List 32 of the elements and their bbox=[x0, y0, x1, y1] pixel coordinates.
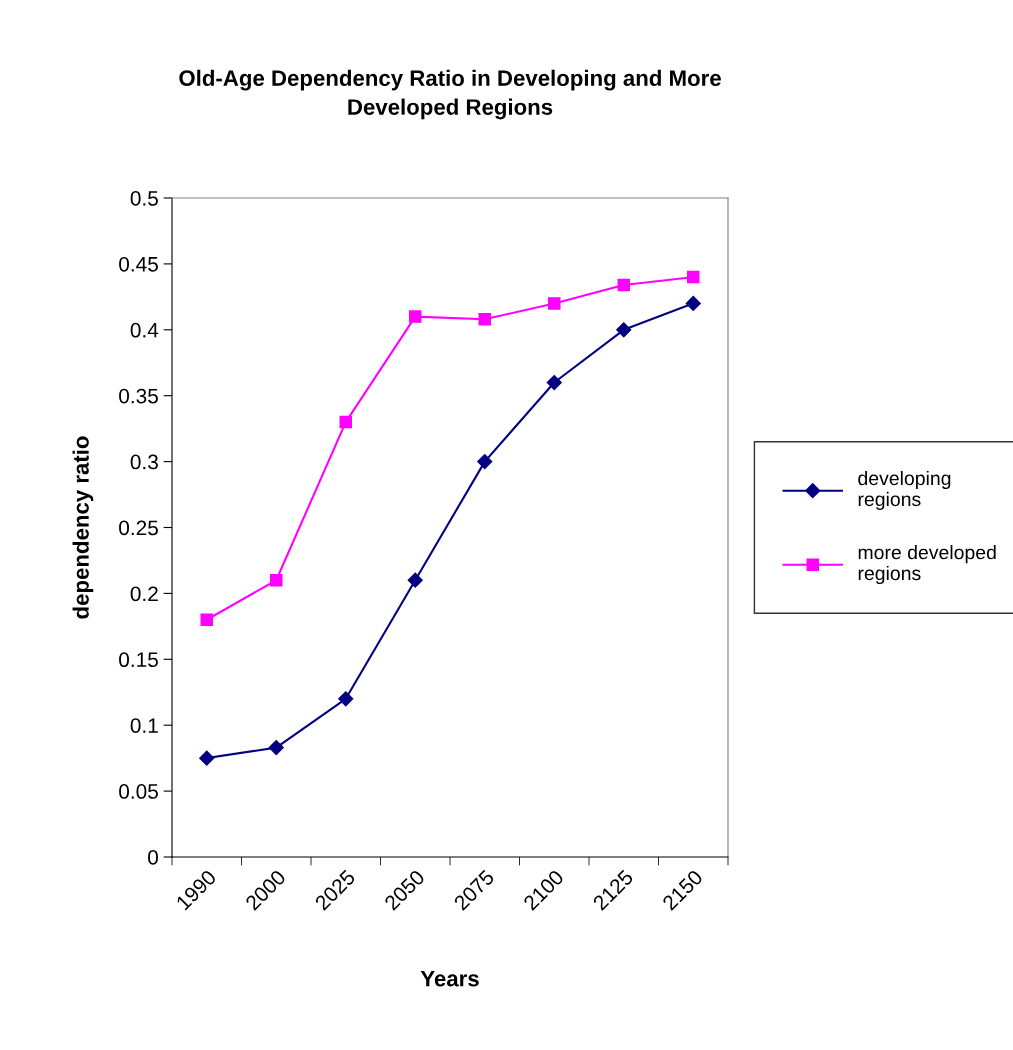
point bbox=[546, 374, 562, 391]
y-tick-label: 0.05 bbox=[119, 784, 158, 799]
point bbox=[616, 322, 632, 338]
point bbox=[547, 297, 561, 310]
y-tick-label: 0.25 bbox=[119, 520, 158, 536]
point bbox=[407, 572, 423, 588]
point bbox=[339, 415, 353, 429]
y-tick-label: 0.45 bbox=[119, 256, 158, 272]
y-tick-label: 0.5 bbox=[130, 191, 158, 206]
y-tick-label: 0.15 bbox=[119, 652, 158, 668]
y-tick-label: 0 bbox=[148, 850, 158, 865]
y-tick-label: 0.2 bbox=[130, 586, 158, 602]
point bbox=[617, 278, 631, 292]
y-axis-title: dependency ratio bbox=[72, 436, 94, 619]
chart-title: Old-Age Dependency Ratio in Developing and More Developed Regions bbox=[179, 69, 721, 120]
legend-label: developing regions bbox=[858, 470, 951, 510]
point bbox=[200, 613, 214, 627]
point bbox=[478, 313, 492, 326]
point bbox=[199, 750, 215, 766]
y-tick-label: 0.4 bbox=[130, 322, 159, 338]
point bbox=[268, 740, 284, 756]
point bbox=[685, 295, 701, 312]
legend-label: more developed regions bbox=[858, 545, 996, 585]
x-axis-title: Years bbox=[420, 970, 479, 987]
point bbox=[338, 691, 354, 707]
point bbox=[269, 573, 283, 587]
y-tick-label: 0.1 bbox=[130, 718, 158, 733]
y-tick-label: 0.3 bbox=[130, 454, 158, 470]
point bbox=[477, 454, 493, 470]
y-tick-label: 0.35 bbox=[119, 388, 158, 404]
point bbox=[686, 270, 700, 284]
point bbox=[408, 310, 422, 323]
